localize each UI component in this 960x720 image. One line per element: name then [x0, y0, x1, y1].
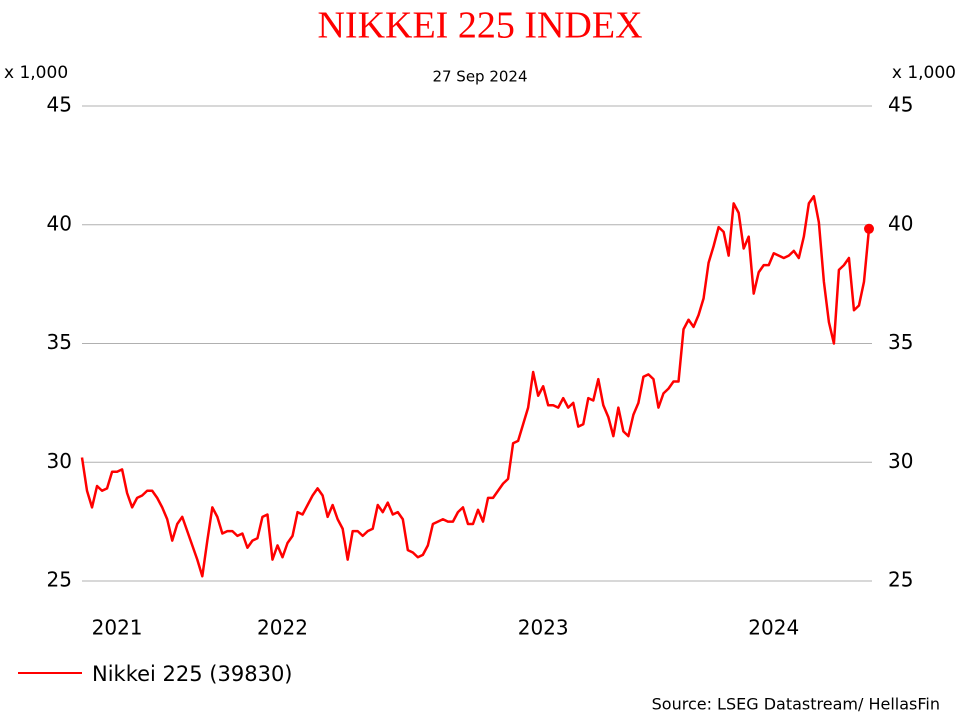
x-tick-label: 2024 [748, 616, 799, 640]
line-series [80, 195, 871, 578]
y2-tick-label: 25 [888, 568, 913, 592]
source-note: Source: LSEG Datastream/ HellasFin [652, 695, 940, 714]
y-tick-label: 45 [47, 93, 72, 117]
legend-label: Nikkei 225 (39830) [92, 662, 293, 686]
y2-tick-label: 35 [888, 330, 913, 354]
y2-tick-label: 40 [888, 211, 913, 235]
x-tick-label: 2021 [92, 616, 143, 640]
y-tick-label: 35 [47, 330, 72, 354]
x-tick-label: 2023 [518, 616, 569, 640]
last-point-marker [864, 223, 874, 234]
y-tick-label: 40 [47, 211, 72, 235]
y-tick-label: 25 [47, 568, 72, 592]
x-tick-label: 2022 [257, 616, 308, 640]
chart-subtitle: 27 Sep 2024 [432, 68, 527, 86]
y2-axis-label: x 1,000 [892, 63, 956, 83]
y-tick-label: 30 [47, 449, 72, 473]
y-axis-label: x 1,000 [4, 63, 68, 83]
y2-tick-label: 30 [888, 449, 913, 473]
y2-tick-label: 45 [888, 93, 913, 117]
chart-title: NIKKEI 225 INDEX [317, 5, 642, 47]
